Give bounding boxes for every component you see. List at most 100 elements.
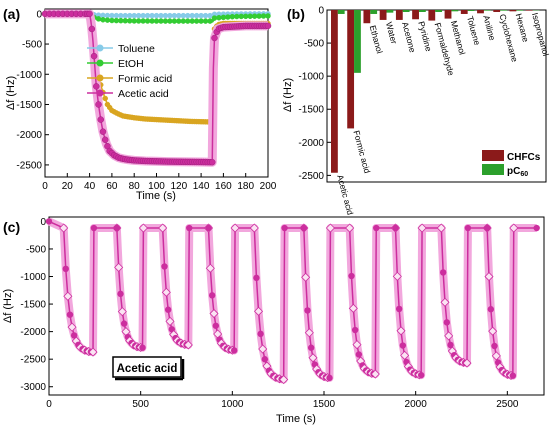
a-xtick-label: 20 <box>62 181 74 192</box>
bar-pc60 <box>418 10 426 12</box>
bar-chfcs <box>347 10 355 129</box>
a-ytick-label: -2500 <box>16 160 42 171</box>
c-marker <box>483 224 491 232</box>
c-marker-diamond <box>161 287 171 297</box>
c-xtick-label: 2500 <box>496 399 519 410</box>
panel-b-legend: CHFCs pC60 <box>482 150 541 178</box>
c-marker-diamond <box>138 223 148 233</box>
bar-chfcs <box>477 10 484 14</box>
legend-marker-acetic <box>96 89 104 97</box>
a-marker-etoh <box>95 16 102 22</box>
c-xtick-label: 500 <box>132 399 149 410</box>
c-marker <box>90 224 98 232</box>
c-ytick-label: -2500 <box>20 355 46 366</box>
panel-a-label: (a) <box>3 6 20 22</box>
a-marker-acetic <box>90 52 98 60</box>
c-marker-diamond <box>352 340 362 350</box>
bar-pc60 <box>467 10 475 11</box>
c-marker-diamond <box>249 223 259 233</box>
c-marker-diamond <box>392 271 402 281</box>
c-marker-diamond <box>348 303 358 313</box>
c-marker <box>212 322 220 329</box>
c-marker <box>300 224 308 232</box>
b-ytick-label: -2500 <box>298 171 324 182</box>
a-marker-acetic <box>95 101 102 108</box>
a-marker-acetic <box>97 116 104 123</box>
a-marker-formic <box>102 95 108 102</box>
c-marker <box>491 342 498 350</box>
bar-pc60 <box>483 10 491 11</box>
a-marker-acetic <box>209 158 216 166</box>
panel-c-xlabel: Time (s) <box>276 413 316 425</box>
bar-pc60 <box>402 10 410 12</box>
a-ytick-label: 0 <box>36 9 42 20</box>
c-marker <box>281 224 288 232</box>
c-marker-diamond <box>230 223 240 233</box>
b-ytick-label: 0 <box>318 6 324 17</box>
c-marker <box>164 306 172 313</box>
c-marker <box>351 326 359 334</box>
c-marker-diamond <box>370 369 380 379</box>
bar-chfcs <box>493 10 501 12</box>
annotation-box <box>112 356 182 378</box>
c-marker-diamond <box>345 223 355 233</box>
c-marker <box>373 224 380 232</box>
bar-category-label: Aniline <box>481 14 497 41</box>
c-marker-diamond <box>253 306 264 316</box>
bar-category-label: Water <box>384 21 399 45</box>
c-marker <box>533 224 540 232</box>
bar-category-label: Hexane <box>514 12 531 43</box>
bar-category-label: Methanol <box>449 20 468 56</box>
c-marker <box>208 292 216 299</box>
c-marker-diamond <box>88 347 98 357</box>
bar-pc60 <box>435 10 443 12</box>
a-xtick-label: 200 <box>260 181 277 192</box>
panel-a-xlabel: Time (s) <box>136 190 176 202</box>
bar-pc60 <box>451 10 459 12</box>
c-marker-diamond <box>417 223 427 233</box>
a-marker-etoh <box>265 13 271 19</box>
a-marker-acetic <box>101 136 109 143</box>
a-marker-acetic <box>93 83 100 90</box>
a-marker-acetic <box>264 22 272 30</box>
c-marker <box>447 341 454 349</box>
legend-label-formic: Formic acid <box>118 73 172 85</box>
c-marker-diamond <box>209 308 219 319</box>
c-marker <box>139 344 146 351</box>
panel-b: (b) 0 -500 -1000 -1500 -2000 -2500 Acetic aci… <box>282 6 550 217</box>
panel-a-ticks: 0 20 40 60 80 100 120 140 160 180 200 0 -500 -1000 -15… <box>16 9 276 192</box>
a-xtick-label: 0 <box>42 181 48 192</box>
bar-chfcs <box>363 10 371 24</box>
bar-chfcs <box>525 10 533 11</box>
c-marker <box>395 305 403 313</box>
c-marker <box>230 347 238 354</box>
legend-label-pc60: pC60 <box>507 166 528 178</box>
panel-c-annotation: Acetic acid <box>112 356 185 381</box>
c-ytick-label: -3000 <box>20 382 46 393</box>
a-xtick-label: 140 <box>193 181 210 192</box>
c-xtick-label: 0 <box>46 399 52 410</box>
panel-c-ticks: 0 500 1000 1500 2000 2500 0 -500 -1000 -1500 -2000… <box>20 217 518 410</box>
a-xtick-label: 160 <box>215 181 232 192</box>
a-ytick-label: -1000 <box>16 70 42 81</box>
c-marker-diamond <box>117 307 127 317</box>
a-xtick-label: 100 <box>148 181 165 192</box>
panel-c-series <box>45 217 540 385</box>
c-marker-diamond <box>301 272 311 282</box>
bar-chfcs <box>460 10 468 14</box>
c-marker <box>464 224 472 232</box>
c-marker <box>66 311 74 318</box>
c-marker-diamond <box>308 353 318 363</box>
c-xtick-label: 1500 <box>313 399 336 410</box>
c-marker <box>253 274 260 282</box>
bar-category-label: Isopropanol <box>530 12 550 58</box>
a-ytick-label: -1500 <box>16 100 42 111</box>
c-marker <box>348 272 355 280</box>
a-xtick-label: 60 <box>106 181 118 192</box>
c-marker <box>45 218 53 225</box>
c-ytick-label: -2000 <box>20 327 46 338</box>
legend-label-chfcs: CHFCs <box>507 152 541 163</box>
bar-pc60 <box>516 10 524 11</box>
c-marker-diamond <box>158 223 168 233</box>
